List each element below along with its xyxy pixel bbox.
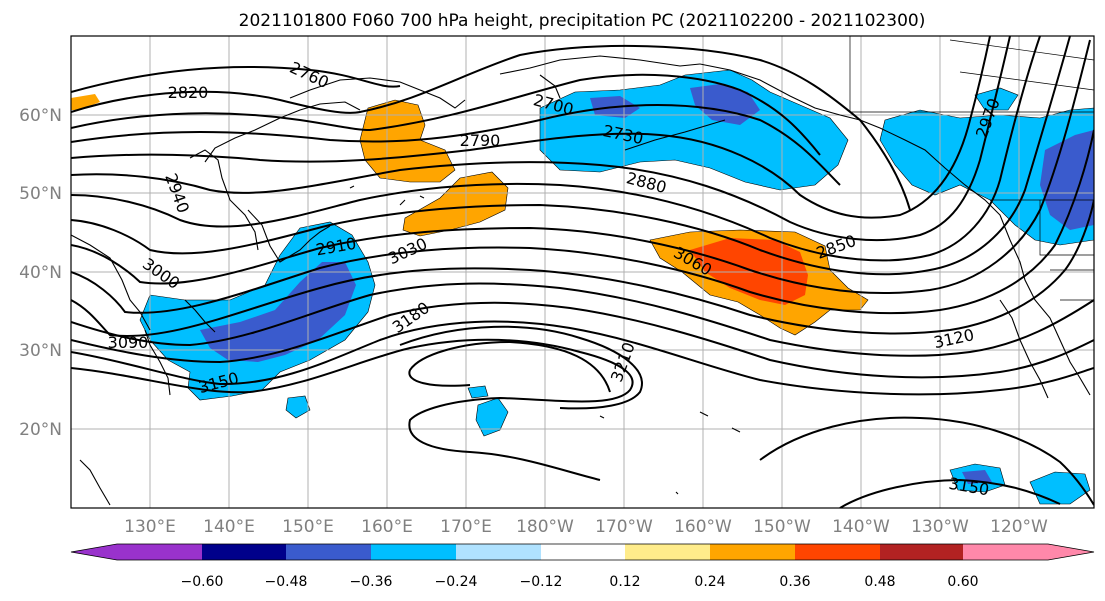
shade-nam-spot (974, 87, 1019, 111)
lat-tick-label: 20°N (19, 420, 62, 440)
shade-sub-5 (1029, 471, 1091, 505)
map-frame (70, 35, 1095, 509)
contour-label: 3210 (607, 340, 639, 385)
lon-tick-label: 130°E (124, 517, 176, 537)
colorbar-tick-label: −0.60 (181, 574, 224, 590)
lon-tick-label: 160°W (674, 517, 732, 537)
height-contours (71, 36, 1094, 508)
map-area: 2820 2760 2700 2730 2790 2880 2940 2910 … (71, 36, 1094, 508)
shade-sub-2 (467, 385, 489, 399)
colorbar-extend-low (71, 544, 117, 560)
shade-nam-mid (1040, 130, 1094, 230)
lon-tick-label: 120°W (990, 517, 1048, 537)
lon-tick-label: 150°E (282, 517, 334, 537)
lon-tick-label: 130°W (911, 517, 969, 537)
contour-label: 3030 (385, 234, 430, 268)
colorbar-segment (371, 544, 457, 560)
contour-label: 2790 (460, 131, 501, 150)
graticule (71, 36, 1094, 508)
colorbar-segment (117, 544, 203, 560)
colorbar-tick-label: −0.12 (520, 574, 563, 590)
longitude-labels: 130°E 140°E 150°E 160°E 170°E 180°W 170°… (124, 517, 1048, 537)
shade-nw-corner (71, 94, 100, 110)
colorbar-segment (202, 544, 287, 560)
colorbar-tick-label: 0.36 (779, 574, 810, 590)
colorbar-tick-label: −0.24 (435, 574, 478, 590)
colorbar-tick-label: −0.48 (265, 574, 308, 590)
colorbar-tick-label: 0.48 (864, 574, 895, 590)
colorbar-segment (541, 544, 626, 560)
contour-label: 3120 (932, 325, 976, 352)
contour-label: 3000 (139, 254, 183, 293)
lon-tick-label: 170°W (595, 517, 653, 537)
colorbar-segment (963, 544, 1049, 560)
lon-tick-label: 170°E (440, 517, 492, 537)
contour-label: 3090 (108, 333, 149, 352)
shade-sub-1 (475, 397, 509, 437)
colorbar-segment (286, 544, 372, 560)
latitude-labels: 20°N 30°N 40°N 50°N 60°N (19, 106, 62, 440)
lat-tick-label: 60°N (19, 106, 62, 126)
colorbar-segment (625, 544, 711, 560)
colorbar: −0.60 −0.48 −0.36 −0.24 −0.12 0.12 0.24 … (70, 543, 1095, 590)
colorbar-segment (456, 544, 542, 560)
borders (849, 36, 1094, 301)
lon-tick-label: 180°W (516, 517, 574, 537)
lon-tick-label: 140°E (203, 517, 255, 537)
lat-tick-label: 40°N (19, 263, 62, 283)
lat-tick-label: 50°N (19, 184, 62, 204)
contour-label: 2760 (287, 58, 332, 92)
colorbar-tick-label: 0.24 (694, 574, 725, 590)
colorbar-segment (880, 544, 964, 560)
lat-tick-label: 30°N (19, 341, 62, 361)
figure-title: 2021101800 F060 700 hPa height, precipit… (239, 11, 926, 31)
shade-wpac-spot (285, 395, 311, 419)
colorbar-tick-label: −0.36 (350, 574, 393, 590)
shade-wpac-light (139, 221, 376, 401)
lon-tick-label: 150°W (753, 517, 811, 537)
lon-tick-label: 160°E (361, 517, 413, 537)
colorbar-segment (710, 544, 796, 560)
colorbar-segment (795, 544, 881, 560)
contour-label: 2820 (168, 83, 209, 102)
colorbar-tick-label: 0.60 (947, 574, 978, 590)
colorbar-extend-high (1048, 544, 1094, 560)
colorbar-tick-label: 0.12 (609, 574, 640, 590)
colorbar-outline (70, 543, 1095, 561)
lon-tick-label: 140°W (832, 517, 890, 537)
